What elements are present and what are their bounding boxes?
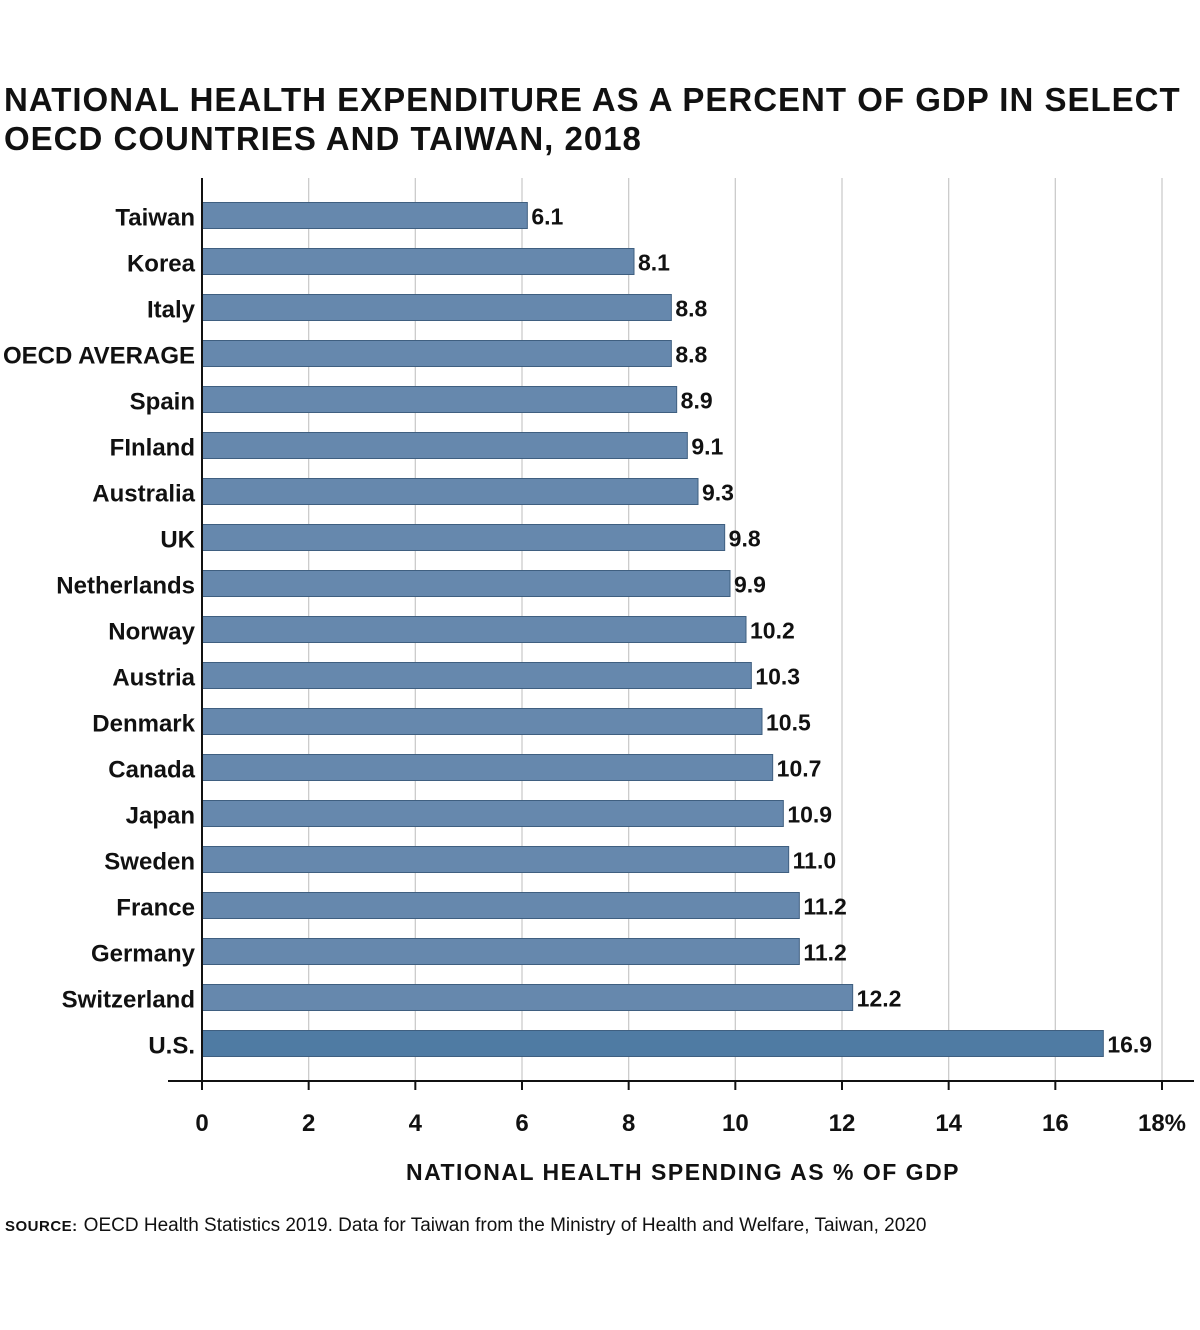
bar [201,846,790,873]
x-axis-title: NATIONAL HEALTH SPENDING AS % OF GDP [406,1159,960,1185]
x-tick-label: 10 [722,1110,749,1137]
value-label: 8.8 [675,342,707,368]
bar [201,800,784,827]
bar [201,340,672,367]
value-label: 9.8 [729,526,761,552]
x-tick-label: 18% [1138,1110,1186,1137]
x-tick-label: 16 [1042,1110,1069,1137]
category-label: Australia [92,481,195,508]
bar [201,570,731,597]
x-tick-label: 4 [409,1110,423,1137]
bar [201,432,688,459]
value-label: 10.2 [750,618,795,644]
source-note: SOURCE: OECD Health Statistics 2019. Data… [5,1215,926,1237]
value-label: 11.2 [803,894,847,920]
bar [201,524,726,551]
category-label: Switzerland [62,987,195,1014]
x-tick-label: 12 [829,1110,856,1137]
category-label: Austria [112,665,195,692]
category-label: Italy [147,297,196,324]
value-label: 16.9 [1107,1032,1152,1058]
category-label: UK [160,527,195,554]
category-label: Japan [126,803,195,830]
bar [201,478,699,505]
category-label: Netherlands [56,573,195,600]
source-label: SOURCE: [5,1218,78,1235]
x-tick-label: 0 [195,1110,208,1137]
category-label: Spain [130,389,195,416]
value-label: 8.9 [681,388,713,414]
category-label: FInland [110,435,195,462]
axes: 0 2 4 6 8 10 12 14 16 18% [168,178,1194,1137]
value-label: 9.9 [734,572,766,598]
bars: Taiwan 6.1 Korea 8.1 Italy 8.8 OECD AVERAGE 8.8… [3,202,1152,1060]
value-label: 6.1 [531,204,563,230]
x-tick-label: 2 [302,1110,315,1137]
value-label: 11.2 [803,940,847,966]
bar [201,1030,1104,1057]
category-label: Denmark [92,711,195,738]
bar [201,892,800,919]
bar [201,294,672,321]
value-label: 10.3 [755,664,800,690]
value-label: 11.0 [793,848,837,874]
x-tick-label: 8 [622,1110,635,1137]
value-label: 9.1 [691,434,723,460]
bar [201,984,854,1011]
value-label: 10.7 [777,756,822,782]
bar [201,202,528,229]
value-label: 10.9 [787,802,832,828]
category-label: Canada [108,757,195,784]
bar [201,248,635,275]
value-label: 10.5 [766,710,811,736]
bar [201,938,800,965]
category-label: Norway [108,619,195,646]
bar [201,616,747,643]
category-label: Korea [127,251,196,278]
x-tick-label: 6 [515,1110,528,1137]
category-label: OECD AVERAGE [3,343,195,370]
value-label: 12.2 [857,986,902,1012]
category-label: Taiwan [115,205,195,232]
value-label: 9.3 [702,480,734,506]
category-label: U.S. [148,1033,195,1060]
category-label: Sweden [104,849,195,876]
source-text: OECD Health Statistics 2019. Data for Ta… [83,1215,927,1236]
category-label: Germany [91,941,196,968]
value-label: 8.1 [638,250,670,276]
chart-title: NATIONAL HEALTH EXPENDITURE AS A PERCENT… [4,81,1181,157]
category-label: France [116,895,195,922]
bar [201,708,763,735]
bar [201,662,752,689]
value-label: 8.8 [675,296,707,322]
bar [201,386,678,413]
bar [201,754,774,781]
bar-chart: Taiwan 6.1 Korea 8.1 Italy 8.8 OECD AVERAGE 8.8… [3,178,1194,1185]
x-tick-label: 14 [935,1110,962,1137]
